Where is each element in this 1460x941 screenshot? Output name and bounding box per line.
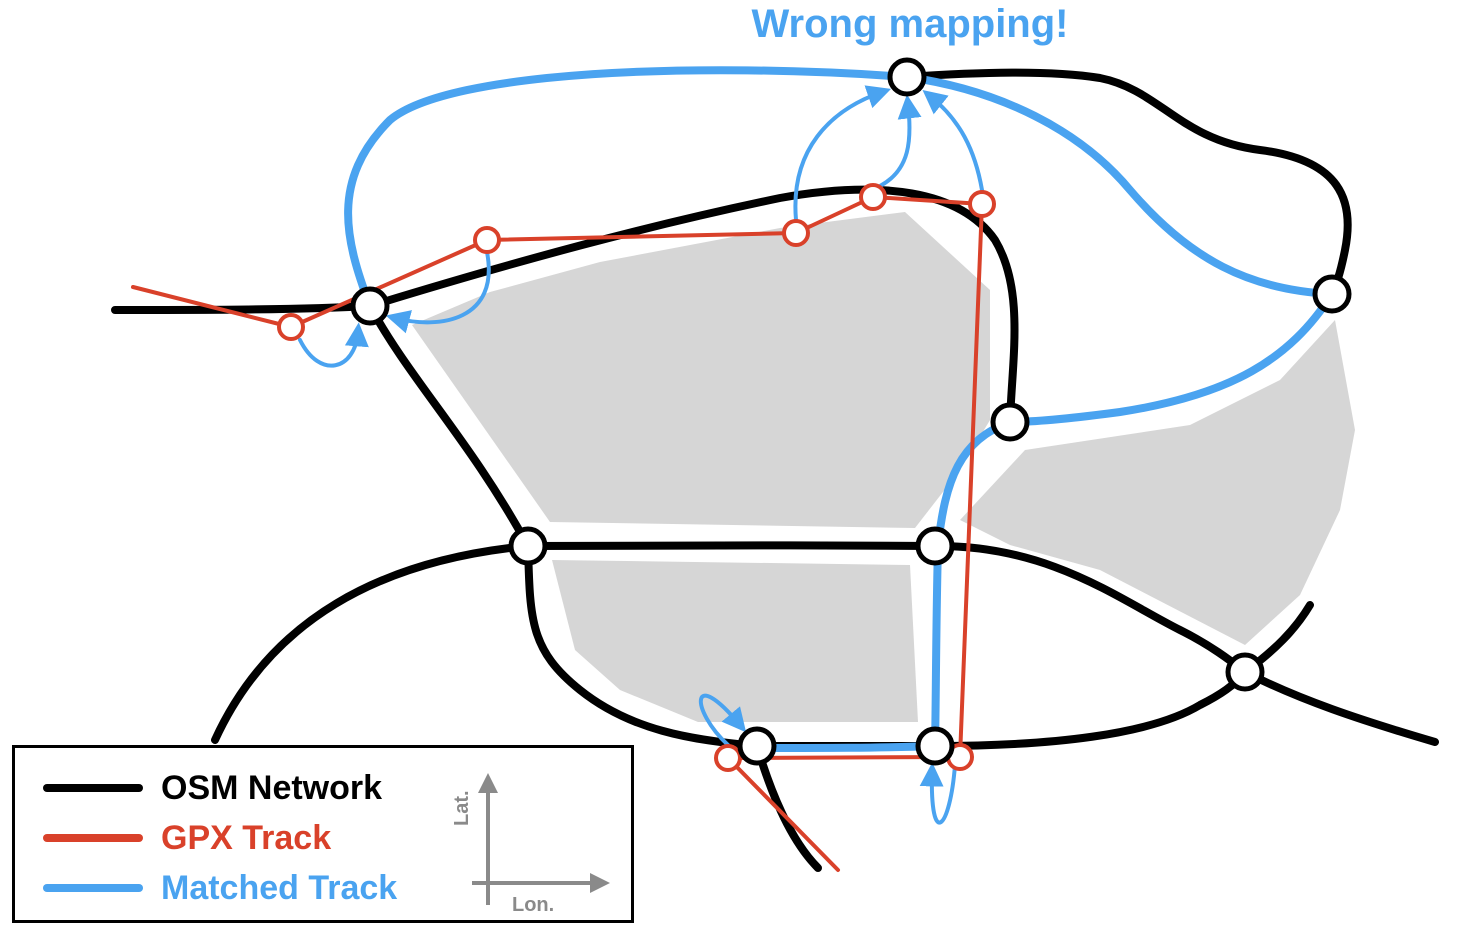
osm-node	[508, 526, 548, 566]
road-southwest-arc	[211, 542, 532, 744]
block-right	[960, 320, 1355, 645]
road-south-exit	[753, 742, 822, 872]
matched-bottom	[753, 742, 939, 752]
legend-label-gpx: GPX Track	[161, 818, 332, 857]
osm-node	[915, 726, 955, 766]
projection-arrows	[298, 85, 984, 825]
gpx-point	[968, 190, 996, 218]
osm-node	[737, 726, 777, 766]
road-middle	[524, 541, 939, 550]
matched-wrong-loop-east	[903, 73, 1336, 298]
wrong-mapping-title: Wrong mapping!	[751, 2, 1069, 46]
road-east-exit	[1241, 668, 1439, 746]
arrow-gpx-southeast	[919, 762, 957, 825]
road-north-arc	[366, 185, 1019, 426]
legend-swatch-gpx	[43, 834, 143, 842]
gpx-point	[277, 313, 305, 341]
osm-node	[990, 402, 1030, 442]
gpx-points	[277, 183, 996, 772]
gpx-point	[859, 183, 887, 211]
axes-icon	[472, 773, 610, 905]
arrow-gpx4	[878, 94, 922, 188]
legend: OSM Network GPX Track Matched Track Lon.…	[12, 745, 634, 923]
arrow-gpx-south	[699, 693, 747, 747]
matched-east-return	[1006, 290, 1336, 426]
legend-item-gpx: GPX Track	[43, 818, 331, 858]
gpx-point	[473, 226, 501, 254]
matched-wrong-loop-west	[344, 66, 911, 310]
osm-node	[350, 286, 390, 326]
block-upper-center	[412, 212, 990, 528]
city-blocks	[412, 212, 1355, 722]
osm-node	[887, 57, 927, 97]
osm-nodes	[350, 57, 1352, 766]
gpx-point	[714, 744, 742, 772]
road-south-loop	[524, 542, 761, 750]
road-middle-east	[931, 541, 1249, 676]
road-west-entry	[111, 302, 374, 314]
legend-label-osm: OSM Network	[161, 768, 383, 807]
legend-label-matched: Matched Track	[161, 868, 398, 907]
arrow-gpx5	[922, 90, 984, 192]
arrow-gpx1	[298, 322, 369, 368]
osm-node	[1225, 652, 1265, 692]
osm-network	[111, 68, 1439, 872]
legend-item-matched: Matched Track	[43, 868, 397, 908]
block-lower-center	[552, 560, 918, 722]
lon-axis-label: Lon.	[512, 894, 555, 916]
lat-axis-label: Lat.	[451, 790, 473, 826]
osm-node	[1312, 274, 1352, 314]
arrow-gpx2	[385, 250, 491, 334]
legend-swatch-osm	[43, 784, 143, 792]
road-top-loop	[903, 68, 1352, 298]
gpx-point	[782, 219, 810, 247]
legend-item-osm: OSM Network	[43, 768, 382, 808]
road-west-diagonal	[366, 302, 532, 550]
legend-swatch-matched	[43, 884, 143, 892]
osm-node	[915, 526, 955, 566]
arrow-gpx3	[793, 85, 892, 222]
